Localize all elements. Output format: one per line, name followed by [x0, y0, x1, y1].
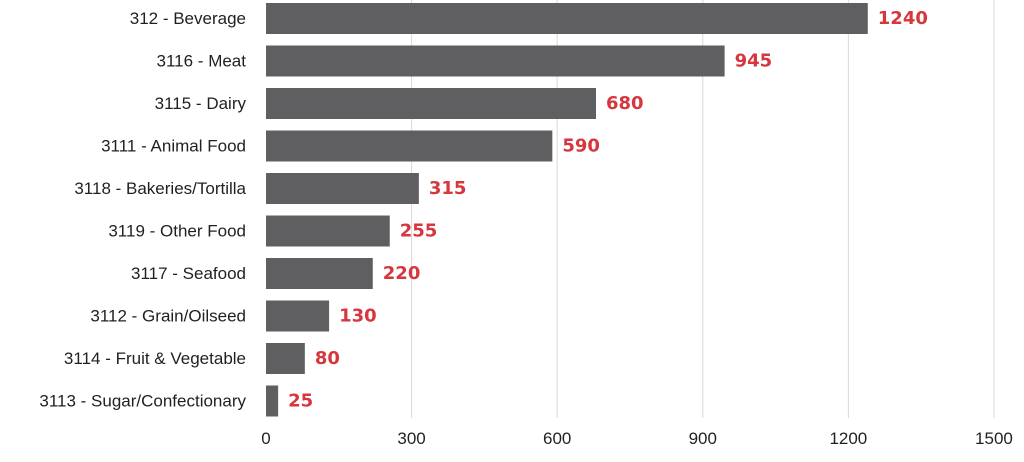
- bar: [266, 385, 279, 417]
- bar: [266, 173, 419, 204]
- bar: [266, 258, 373, 289]
- bars: [266, 3, 868, 417]
- category-label: 3115 - Dairy: [155, 94, 247, 113]
- bar: [266, 88, 597, 119]
- category-label: 3112 - Grain/Oilseed: [90, 307, 246, 326]
- x-tick-label: 900: [689, 429, 717, 448]
- x-tick-label: 1200: [829, 429, 867, 448]
- x-tick-label: 1500: [975, 429, 1013, 448]
- bar: [266, 130, 553, 162]
- data-label: 315: [429, 178, 467, 199]
- x-tick-label: 300: [397, 429, 425, 448]
- category-label: 3114 - Fruit & Vegetable: [64, 349, 246, 368]
- category-label: 3117 - Seafood: [131, 264, 246, 283]
- category-label: 3118 - Bakeries/Tortilla: [74, 179, 246, 198]
- bar: [266, 215, 390, 247]
- data-label: 255: [400, 221, 438, 242]
- bar: [266, 3, 868, 34]
- data-label: 80: [315, 348, 340, 369]
- bar: [266, 300, 330, 332]
- data-label: 220: [383, 263, 421, 284]
- category-label: 312 - Beverage: [130, 9, 246, 28]
- category-label: 3119 - Other Food: [108, 222, 246, 241]
- category-labels: 312 - Beverage 3116 - Meat 3115 - Dairy 311…: [39, 9, 246, 411]
- data-label: 130: [339, 306, 377, 327]
- bar: [266, 343, 305, 374]
- data-label: 1240: [878, 8, 928, 29]
- category-label: 3111 - Animal Food: [101, 137, 246, 156]
- data-label: 590: [562, 136, 600, 157]
- data-label: 945: [735, 51, 773, 72]
- x-tick-label: 600: [543, 429, 571, 448]
- data-labels: 1240 945 680 590 315 255 220 130 80 25: [288, 8, 928, 412]
- category-label: 3116 - Meat: [157, 52, 247, 71]
- data-label: 25: [288, 391, 313, 412]
- x-axis-tick-labels: 0 300 600 900 1200 1500: [261, 429, 1013, 448]
- data-label: 680: [606, 93, 644, 114]
- bar: [266, 45, 725, 77]
- x-tick-label: 0: [261, 429, 270, 448]
- category-label: 3113 - Sugar/Confectionary: [39, 392, 246, 411]
